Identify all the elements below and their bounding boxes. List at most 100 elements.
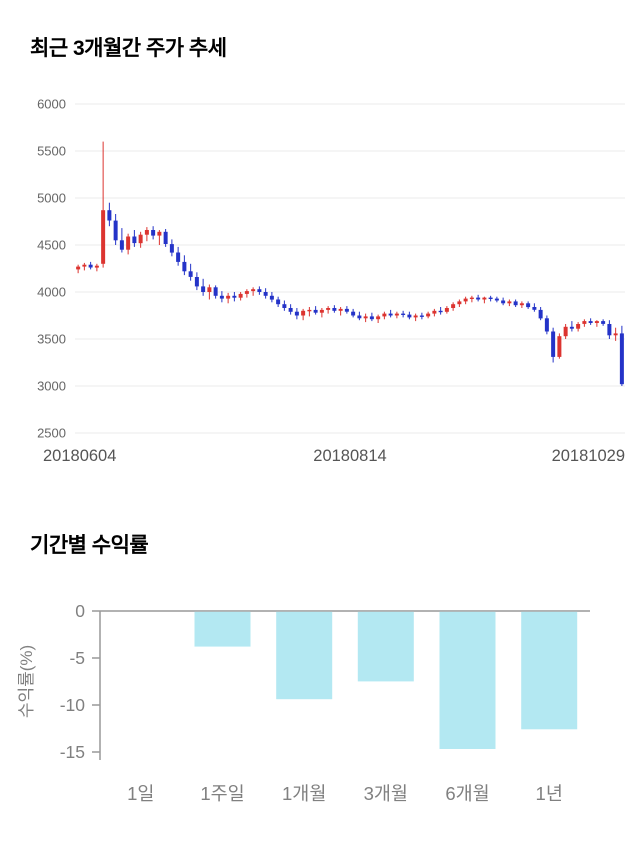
returns-ytick-label: 0 [75,601,85,621]
candle-body [619,333,624,385]
returns-category-label: 1개월 [282,783,326,804]
candle-body [382,313,387,317]
candle-body [132,236,137,244]
price-trend-section: 최근 3개월간 주가 추세 6000 5500 5000 4500 4000 3500 30… [0,32,640,471]
candle-body [244,291,249,294]
returns-ytick-label: -15 [60,742,85,762]
candle-body [588,321,593,323]
price-ytick-label: 3000 [37,379,66,394]
returns-bars: 1일 1주일 1개월 3개월 6개월 1년 [127,611,578,804]
candle-body [538,309,543,319]
candle-body [594,321,599,323]
candle-body [544,318,549,332]
candle-body [182,261,187,272]
period-returns-title: 기간별 수익률 [30,534,149,557]
candle-body [338,308,343,311]
returns-category-label: 1일 [127,783,154,804]
candle-body [344,308,349,312]
candle-body [613,333,618,336]
candle-body [401,313,406,315]
candle-body [582,321,587,324]
candle-body [319,309,324,313]
candle-body [138,234,143,244]
candle-body [126,236,131,250]
candle-body [201,286,206,292]
returns-ytick-label: -10 [60,695,86,715]
price-xtick-label: 20181029 [552,447,625,465]
candle-body [576,324,581,329]
candle-body [282,304,287,308]
candle-body [513,301,518,306]
candle-body [451,304,456,308]
return-bar [194,611,251,647]
candle-body [426,313,431,317]
candle-body [376,316,381,320]
candle-body [332,308,337,311]
price-ytick-label: 4000 [37,285,66,300]
candle-body [369,316,374,320]
candle-body [607,324,612,336]
price-xaxis: 20180604 20180814 20181029 [43,447,625,465]
candle-body [432,310,437,314]
candle-body [357,315,362,319]
candle-body [219,295,224,299]
candle-body [507,301,512,304]
candle-body [101,210,106,264]
candle-body [144,230,149,235]
candle-body [557,336,562,357]
candle-body [551,331,556,357]
candle-body [194,277,199,287]
returns-category-label: 3개월 [364,783,408,804]
candle-body [169,244,174,253]
returns-category-label: 1주일 [200,783,244,804]
candle-body [301,310,306,316]
candle-body [488,297,493,299]
candle-body [601,321,606,324]
candle-body [238,293,243,298]
candle-body [107,210,112,221]
price-trend-title: 최근 3개월간 주가 추세 [30,37,227,60]
candle-body [326,308,331,310]
candle-body [407,314,412,318]
candle-body [494,298,499,301]
price-ytick-label: 4500 [37,238,66,253]
candle-body [119,240,124,250]
candlestick-chart: 6000 5500 5000 4500 4000 3500 3000 2500 20180604… [37,97,625,465]
candle-body [188,271,193,277]
candle-body [88,264,93,268]
candle-body [476,297,481,300]
candle-body [176,252,181,262]
returns-yaxis: 0 -5 -10 -15 수익률(%) [17,601,590,762]
candle-body [82,264,87,267]
candle-body [257,289,262,292]
candle-body [519,303,524,306]
candle-body [363,316,368,319]
candle-body [288,308,293,312]
candle-body [157,231,162,236]
price-ytick-label: 6000 [37,97,66,112]
candle-body [276,299,281,305]
price-grid-and-yaxis: 6000 5500 5000 4500 4000 3500 3000 2500 [37,97,625,441]
candle-body [263,292,268,296]
price-ytick-label: 5000 [37,191,66,206]
candle-body [469,297,474,299]
candle-body [163,231,168,244]
candle-body [351,311,356,316]
return-bar [357,611,414,682]
candle-body [113,220,118,241]
return-bar [276,611,333,700]
period-returns-section: 기간별 수익률 0 -5 -10 -15 수익률(%) 1일 1주일 1개월 3개월 6개월 1년 [0,529,640,818]
candle-body [413,315,418,318]
candle-body [294,311,299,316]
price-xtick-label: 20180814 [313,447,386,465]
price-ytick-label: 3500 [37,332,66,347]
returns-ylabel: 수익률(%) [17,645,36,718]
candle-body [532,307,537,310]
candle-body [463,298,468,302]
candle-body [213,287,218,296]
candle-body [438,310,443,313]
candles [76,141,624,386]
candle-body [419,315,424,317]
candle-body [76,266,81,270]
price-ytick-label: 2500 [37,426,66,441]
